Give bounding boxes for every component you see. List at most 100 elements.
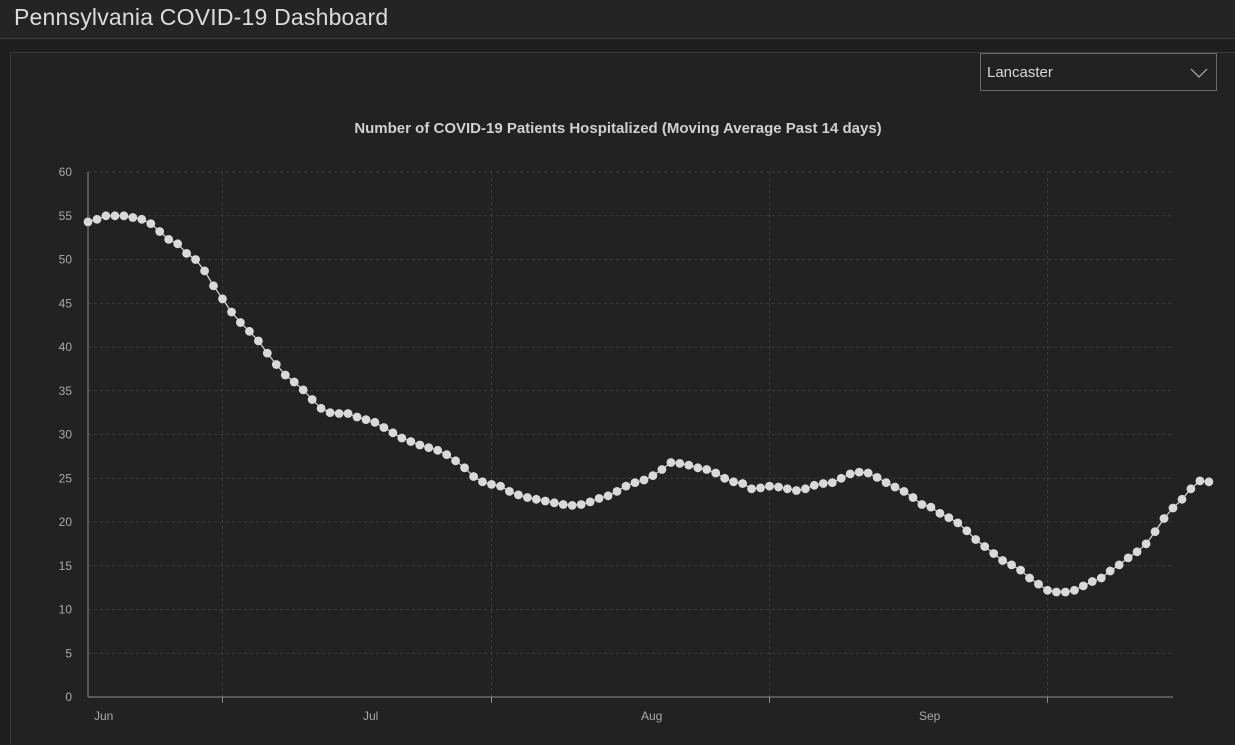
data-point	[361, 415, 371, 424]
dashboard-header: Pennsylvania COVID-19 Dashboard	[0, 0, 1235, 39]
data-point	[666, 458, 676, 467]
data-point	[585, 497, 595, 507]
data-point	[621, 481, 631, 491]
data-point	[388, 428, 398, 438]
data-point	[540, 496, 550, 506]
data-point	[818, 479, 828, 488]
data-point	[792, 486, 801, 495]
data-point	[1025, 573, 1034, 583]
data-point	[1016, 565, 1025, 575]
data-point	[182, 249, 192, 258]
chart-axes: 0 5 10 15 20 25 30 35 40 45 50 55 60 Jun Jul Aug Sep	[59, 165, 1173, 723]
data-point	[469, 472, 478, 481]
data-point	[926, 502, 936, 512]
data-point	[415, 440, 425, 450]
y-tick-label: 30	[59, 428, 73, 442]
x-tick-label: Aug	[641, 709, 662, 723]
data-point	[989, 549, 999, 558]
data-point	[1141, 539, 1151, 549]
chart-grid	[88, 171, 1173, 697]
data-point	[146, 219, 156, 229]
data-point	[487, 480, 496, 489]
data-point	[711, 468, 721, 478]
data-point	[1186, 484, 1196, 494]
dashboard-title: Pennsylvania COVID-19 Dashboard	[14, 4, 389, 30]
data-point	[594, 494, 604, 503]
data-point	[684, 460, 694, 470]
data-point	[343, 409, 353, 418]
data-point	[271, 360, 281, 369]
data-point	[603, 491, 613, 501]
data-point	[298, 385, 308, 395]
data-point	[280, 370, 290, 380]
data-point	[549, 498, 559, 508]
data-point	[227, 307, 236, 317]
data-point	[935, 508, 945, 518]
x-tick-label: Jul	[363, 709, 378, 723]
data-point	[1204, 477, 1214, 487]
data-point	[648, 471, 658, 480]
data-point	[1061, 587, 1070, 597]
data-point	[720, 473, 730, 483]
data-point	[514, 490, 523, 500]
data-point	[863, 468, 873, 478]
data-point	[576, 500, 586, 509]
data-point	[953, 518, 963, 528]
data-point	[908, 493, 918, 502]
data-point	[783, 484, 792, 494]
chevron-down-icon	[1190, 68, 1208, 78]
data-point	[801, 484, 810, 494]
data-point	[1123, 553, 1133, 563]
data-point	[881, 478, 891, 487]
data-point	[433, 445, 443, 455]
data-point	[1052, 587, 1061, 597]
data-point	[854, 467, 864, 477]
data-point	[1007, 560, 1016, 570]
data-point	[379, 423, 389, 432]
data-point	[478, 477, 487, 487]
x-tick-label: Jun	[94, 709, 113, 723]
data-point	[567, 501, 577, 510]
data-point	[191, 255, 201, 264]
data-point	[917, 500, 927, 509]
data-point	[325, 408, 335, 417]
data-point	[890, 482, 900, 492]
data-point	[612, 487, 622, 496]
data-point	[1159, 514, 1169, 523]
data-point	[236, 318, 245, 327]
data-point	[505, 487, 514, 496]
data-point	[496, 481, 505, 491]
y-tick-label: 45	[59, 296, 73, 310]
data-point	[765, 481, 774, 491]
x-tick-label: Sep	[919, 709, 941, 723]
data-point	[980, 542, 990, 551]
y-tick-label: 5	[65, 646, 72, 660]
data-point	[173, 239, 183, 249]
data-point	[442, 450, 452, 459]
data-point	[729, 477, 738, 487]
data-point	[558, 500, 568, 509]
chart-title: Number of COVID-19 Patients Hospitalized…	[354, 120, 881, 137]
y-tick-label: 40	[59, 340, 73, 354]
data-point	[998, 556, 1007, 565]
y-tick-label: 60	[59, 165, 73, 179]
data-point	[1132, 547, 1142, 557]
y-tick-label: 10	[59, 603, 73, 617]
data-point	[119, 211, 129, 221]
y-tick-label: 25	[59, 471, 73, 485]
data-point	[406, 437, 416, 446]
y-tick-label: 55	[59, 209, 73, 223]
chart-series	[83, 211, 1214, 597]
data-point	[693, 463, 703, 473]
y-tick-label: 15	[59, 559, 73, 573]
data-point	[83, 217, 93, 227]
data-point	[836, 473, 846, 483]
data-point	[451, 456, 460, 466]
data-point	[218, 294, 227, 304]
data-point	[827, 478, 837, 487]
data-point	[809, 480, 819, 490]
data-point	[531, 494, 541, 504]
data-point	[845, 469, 855, 479]
county-select[interactable]: Lancaster	[980, 53, 1217, 91]
